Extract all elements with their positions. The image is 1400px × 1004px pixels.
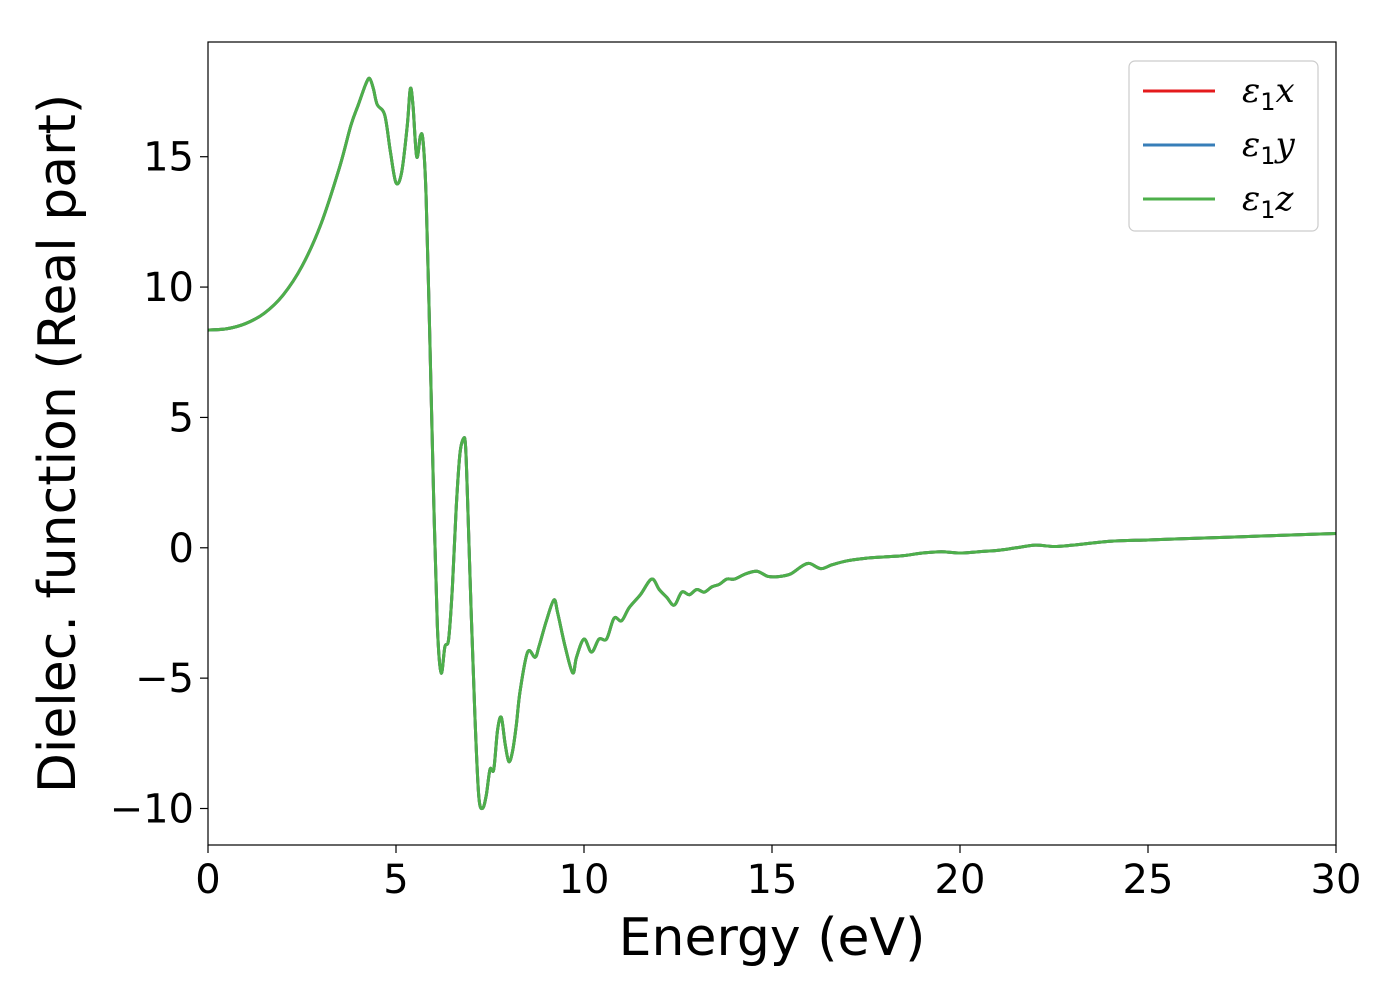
x-tick-label: 25	[1123, 857, 1174, 903]
y-tick-label: −10	[110, 787, 194, 833]
y-tick-label: 15	[143, 135, 194, 181]
y-tick-label: −5	[135, 656, 194, 702]
legend: ε1x ε1y ε1z	[1128, 60, 1319, 232]
legend-box	[1128, 60, 1319, 232]
y-tick-label: 5	[169, 395, 194, 441]
x-tick-label: 0	[195, 857, 220, 903]
tick-layer: 0 5 10 15 20 25 30 −10 −5 0 5 10 15	[110, 135, 1362, 903]
x-axis-label: Energy (eV)	[619, 908, 926, 968]
legend-label: ε1z	[1242, 179, 1295, 224]
x-tick-label: 20	[935, 857, 986, 903]
y-axis-label: Dielec. function (Real part)	[28, 94, 88, 793]
x-tick-label: 15	[747, 857, 798, 903]
y-tick-label: 10	[143, 265, 194, 311]
series-line-z	[208, 76, 1336, 811]
legend-label: ε1y	[1242, 125, 1296, 170]
x-tick-label: 10	[559, 857, 610, 903]
x-tick-label: 30	[1311, 857, 1362, 903]
x-tick-label: 5	[383, 857, 408, 903]
legend-label: ε1x	[1242, 71, 1295, 116]
y-tick-label: 0	[169, 526, 194, 572]
legend-entries: ε1x ε1y ε1z	[1143, 71, 1296, 224]
series-layer	[208, 76, 1336, 811]
